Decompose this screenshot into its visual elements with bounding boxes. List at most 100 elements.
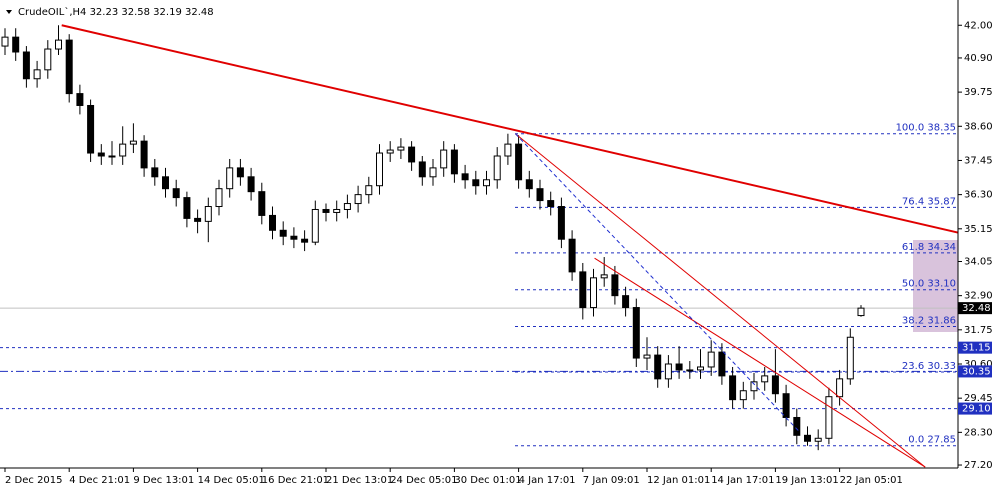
candle-body [814, 437, 822, 442]
candle-body [236, 167, 244, 178]
candle-body [151, 167, 159, 178]
x-tick-label: 12 Jan 01:01 [647, 475, 710, 486]
candle-body [194, 217, 202, 222]
candle-body [515, 143, 523, 181]
candle-body [129, 140, 137, 145]
candle-body [44, 48, 52, 71]
fib-label: 50.0 33.10 [902, 279, 956, 290]
price-tag [958, 365, 992, 378]
candle-body [119, 143, 127, 157]
x-tick-label: 24 Dec 05:01 [390, 475, 457, 486]
fib-label: 38.2 31.86 [902, 316, 956, 327]
candle-body [525, 179, 533, 190]
y-tick-label: 30.60 [964, 359, 993, 370]
candle-body [547, 200, 555, 208]
candle-body [322, 208, 330, 213]
candle-body [172, 188, 180, 199]
y-tick-label: 38.60 [964, 121, 993, 132]
candle-body [76, 93, 84, 106]
candle-body [365, 185, 373, 196]
candle-body [729, 375, 737, 401]
candle-body [386, 149, 394, 154]
x-tick-label: 30 Dec 01:01 [454, 475, 521, 486]
candle-body [1, 36, 9, 47]
candle-body [611, 274, 619, 297]
fib-label: 0.0 27.85 [908, 435, 956, 446]
candle-body [269, 214, 276, 231]
x-tick-label: 19 Jan 13:01 [775, 475, 838, 486]
fib-label: 61.8 34.34 [902, 242, 956, 253]
candle-body [408, 146, 416, 163]
trendline [61, 24, 959, 234]
candle-body [857, 307, 865, 317]
x-tick-label: 16 Dec 21:01 [262, 475, 329, 486]
trendline [515, 133, 801, 433]
candle-body [162, 176, 169, 190]
candle-body [429, 167, 437, 178]
candle-body [279, 229, 287, 237]
candle-body [739, 390, 747, 401]
candle-body [461, 173, 469, 181]
candle-body [568, 238, 576, 273]
x-tick-label: 21 Dec 13:01 [326, 475, 393, 486]
price-tag-label: 31.15 [962, 343, 991, 354]
candle-body [782, 393, 790, 418]
y-tick-label: 36.30 [964, 190, 993, 201]
x-tick-label: 14 Jan 17:01 [711, 475, 774, 486]
y-tick-label: 35.15 [964, 224, 993, 235]
y-tick-label: 37.45 [964, 155, 993, 166]
candle-body [793, 416, 801, 436]
trendline [515, 133, 926, 468]
candle-body [226, 167, 234, 190]
candle-body [333, 208, 341, 213]
menu-arrow[interactable] [6, 10, 12, 14]
candle-body [204, 206, 212, 222]
price-tag [958, 341, 992, 354]
candle-body [697, 366, 704, 371]
candle-body [590, 277, 597, 309]
candle-body [397, 146, 405, 151]
x-tick-label: 9 Dec 13:01 [133, 475, 194, 486]
candle-body [761, 375, 769, 383]
candle-body [343, 203, 351, 210]
candle-body [247, 176, 255, 193]
candle-body [22, 51, 30, 80]
y-tick-label: 32.90 [964, 291, 993, 302]
candle-body [290, 235, 298, 240]
candle-body [376, 152, 383, 187]
candle-body [12, 36, 20, 53]
y-tick-label: 29.45 [964, 393, 993, 404]
candle-body [600, 274, 608, 279]
candle-body [622, 295, 630, 309]
candle-body [472, 179, 480, 187]
candle-body [301, 238, 309, 243]
candle-body [108, 155, 116, 158]
candle-body [33, 69, 41, 80]
candle-body [804, 434, 811, 442]
candle-body [750, 381, 758, 392]
candle-body [440, 149, 448, 169]
candle-body [836, 378, 844, 398]
y-tick-label: 28.30 [964, 427, 993, 438]
candle-body [215, 188, 223, 208]
candle-body [675, 363, 683, 371]
fib-label: 100.0 38.35 [896, 123, 956, 134]
candle-body [493, 155, 501, 181]
x-tick-label: 22 Jan 05:01 [840, 475, 903, 486]
candle-body [65, 39, 73, 95]
candle-body [643, 354, 651, 359]
fib-label: 23.6 30.33 [902, 361, 956, 372]
x-tick-label: 4 Jan 17:01 [519, 475, 576, 486]
candle-body [707, 351, 715, 368]
y-tick-label: 42.00 [964, 20, 993, 31]
y-tick-label: 40.90 [964, 53, 993, 64]
price-tag-label: 30.35 [962, 366, 991, 377]
candle-body [654, 354, 662, 380]
candle-body [536, 188, 544, 202]
last-price-tag [958, 302, 992, 315]
candle-body [579, 271, 587, 309]
candle-body [771, 375, 779, 395]
candle-body [140, 140, 148, 169]
y-tick-label: 34.05 [964, 256, 993, 267]
